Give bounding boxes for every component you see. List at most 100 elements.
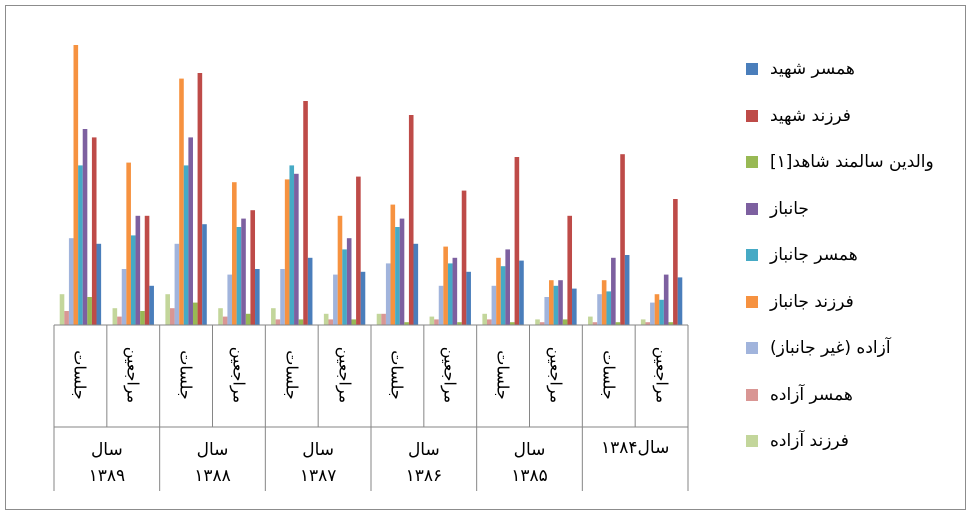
- bar: [592, 322, 598, 325]
- bar: [376, 313, 382, 325]
- bar: [505, 249, 510, 325]
- bar: [342, 249, 347, 325]
- x-tick-label-text: مراجعین: [652, 346, 672, 404]
- legend-item: آزاده (غیر جانباز): [746, 337, 946, 359]
- bar: [438, 285, 444, 325]
- bar: [59, 294, 65, 325]
- bar: [149, 285, 154, 325]
- bar: [466, 271, 471, 325]
- x-tick-label: جلسات: [387, 335, 407, 415]
- year-label-line: ۱۳۸۶: [405, 466, 443, 486]
- bar: [491, 285, 497, 325]
- bar: [130, 235, 136, 325]
- bar: [668, 322, 674, 325]
- bar: [222, 316, 228, 325]
- bar: [183, 165, 189, 325]
- bar: [514, 157, 520, 325]
- year-label-line: سال: [196, 440, 229, 460]
- bar: [620, 154, 625, 325]
- bar: [298, 319, 304, 325]
- bar: [539, 322, 545, 325]
- bar: [250, 210, 256, 325]
- x-tick-label-text: مراجعین: [440, 346, 460, 404]
- bar: [640, 319, 646, 325]
- x-tick-label: مراجعین: [546, 335, 566, 415]
- x-tick-label: جلسات: [176, 335, 196, 415]
- year-group-label: سال۱۳۸۴: [582, 435, 688, 461]
- bar: [117, 316, 122, 325]
- bar: [179, 78, 184, 325]
- bar: [126, 162, 131, 325]
- legend-swatch: [746, 435, 758, 447]
- bar: [197, 73, 203, 325]
- year-label-line: ۱۳۸۹: [88, 466, 126, 486]
- bar: [519, 260, 524, 325]
- x-tick-label-text: جلسات: [493, 350, 513, 400]
- chart-frame: جلسات مراجعین جلسات مراجعین جلسات مراجعین جلسا…: [5, 5, 966, 510]
- bar: [549, 280, 554, 325]
- bar: [202, 224, 207, 325]
- legend-swatch: [746, 109, 758, 122]
- bar: [232, 182, 237, 325]
- x-tick-label-text: مراجعین: [229, 346, 249, 404]
- legend-item: والدین سالمند شاهد[۱]: [746, 151, 946, 173]
- bar: [144, 215, 150, 325]
- bar: [135, 215, 141, 325]
- x-tick-label-text: جلسات: [599, 350, 619, 400]
- bar: [572, 288, 577, 325]
- bar: [385, 263, 391, 325]
- year-label-line: ۱۳۸۷: [299, 466, 337, 486]
- bar: [452, 257, 458, 325]
- bar: [307, 257, 313, 325]
- bar: [500, 266, 506, 325]
- bar: [645, 322, 651, 325]
- bar: [562, 319, 568, 325]
- bar: [289, 165, 295, 325]
- bar: [408, 115, 414, 325]
- bar: [443, 246, 448, 325]
- legend-label: همسر آزاده: [770, 384, 853, 405]
- legend-label: والدین سالمند شاهد[۱]: [770, 152, 934, 172]
- bar: [544, 297, 550, 325]
- bar: [553, 285, 559, 325]
- legend-item: همسر شهید: [746, 58, 946, 80]
- bar: [395, 227, 400, 325]
- legend-swatch: [746, 63, 758, 75]
- x-tick-label: مراجعین: [440, 335, 460, 415]
- legend-swatch: [746, 342, 758, 354]
- bar: [294, 173, 299, 325]
- x-tick-label-text: جلسات: [387, 350, 407, 400]
- bar: [73, 45, 79, 325]
- bar: [241, 218, 246, 325]
- bar: [87, 297, 92, 325]
- x-tick-label: مراجعین: [335, 335, 355, 415]
- bar: [390, 204, 396, 325]
- legend-label: فرزند شهید: [770, 105, 851, 126]
- bar: [457, 322, 462, 325]
- legend-item: فرزند آزاده: [746, 430, 946, 452]
- bar: [461, 190, 467, 325]
- bar: [227, 274, 233, 325]
- bar: [78, 165, 83, 325]
- bar: [236, 227, 242, 325]
- bar: [404, 322, 409, 325]
- legend-item: جانباز: [746, 198, 946, 220]
- bar: [447, 263, 453, 325]
- legend-item: فرزند جانباز: [746, 291, 946, 313]
- x-tick-label-text: مراجعین: [123, 346, 143, 404]
- bar: [434, 319, 439, 325]
- bar: [245, 313, 251, 325]
- bar: [601, 280, 607, 325]
- legend-swatch: [746, 388, 758, 401]
- legend-swatch: [746, 156, 758, 168]
- year-label-line: ۱۳۸۵: [511, 466, 548, 486]
- year-label-line: سال: [513, 440, 546, 460]
- bar: [303, 101, 308, 325]
- legend-label: آزاده (غیر جانباز): [770, 338, 891, 358]
- bar: [597, 294, 602, 325]
- bar: [360, 271, 366, 325]
- x-tick-label-text: جلسات: [282, 350, 302, 400]
- legend-swatch: [746, 295, 758, 308]
- x-tick-label: جلسات: [493, 335, 513, 415]
- x-tick-label: مراجعین: [229, 335, 249, 415]
